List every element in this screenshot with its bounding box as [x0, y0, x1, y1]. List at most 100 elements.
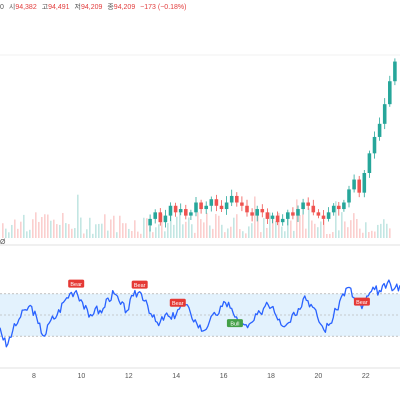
rsi-series-line [0, 279, 400, 348]
volume-bar [137, 231, 139, 238]
candle-body [229, 195, 234, 203]
volume-bar [338, 230, 340, 238]
candle-body [321, 215, 326, 219]
volume-bar [326, 233, 328, 238]
volume-bar [362, 232, 364, 238]
candle-body [173, 205, 178, 213]
volume-bar [77, 194, 79, 238]
candle-body [270, 215, 275, 219]
volume-bar [206, 212, 208, 238]
volume-bar [323, 219, 325, 238]
volume-bar [125, 223, 127, 238]
bear-signal-badge [68, 279, 85, 288]
candle-body [235, 195, 239, 203]
volume-bar [80, 217, 82, 238]
signal-label: Bear [356, 300, 368, 306]
volume-bar [44, 214, 46, 238]
volume-bar [26, 231, 28, 238]
volume-bar [359, 228, 361, 238]
volume-bar [248, 226, 250, 238]
candle-body [352, 179, 356, 190]
candle-body [194, 202, 198, 213]
rsi-settings-icon[interactable]: Ø [0, 239, 6, 246]
volume-bar [113, 215, 115, 238]
volume-bar [266, 227, 268, 238]
volume-bar [182, 224, 184, 238]
volume-bar [269, 212, 271, 238]
volume-bar [329, 233, 331, 238]
time-tick-label: 18 [267, 373, 275, 380]
open-value: 94,382 [15, 4, 37, 11]
volume-bar [35, 212, 37, 238]
candle-body [280, 218, 285, 223]
volume-bar [203, 222, 205, 238]
high-value: 94,491 [48, 4, 70, 11]
volume-bar [347, 227, 349, 238]
volume-bar [11, 224, 13, 238]
volume-bar [239, 229, 241, 238]
volume-bar [350, 220, 352, 238]
candle-body [184, 209, 188, 216]
volume-bar [65, 223, 67, 238]
candle-body [168, 205, 173, 216]
volume-bar [38, 221, 40, 238]
change-value: −173 (−0.18%) [140, 4, 187, 11]
volume-bar [287, 217, 289, 238]
time-tick-label: 20 [315, 373, 323, 380]
volume-bar [116, 232, 118, 238]
volume-bar [263, 218, 265, 238]
volume-bar [104, 214, 106, 238]
candle-body [209, 199, 214, 206]
bear-signal-badge [131, 280, 148, 289]
time-tick-label: 14 [172, 373, 180, 380]
volume-bar [47, 214, 49, 238]
volume-bar [302, 214, 304, 238]
candle-body [311, 205, 316, 213]
time-axis: 8 10 12 14 16 18 20 22 [0, 367, 400, 380]
candle-body [291, 212, 295, 216]
volume-bar [275, 221, 277, 238]
candle-body [301, 202, 305, 210]
bear-signal-badge [169, 298, 186, 307]
volume-bar [290, 220, 292, 238]
volume-bar [209, 225, 211, 238]
candle-body [265, 212, 270, 219]
volume-bar [8, 232, 10, 238]
high-label: 고 [41, 4, 49, 11]
volume-bar [89, 217, 91, 238]
candle-body [342, 202, 346, 210]
volume-bar [110, 219, 112, 238]
candle-body [296, 209, 300, 216]
candle-body [163, 215, 168, 223]
volume-bar [20, 221, 22, 238]
candle-body [382, 104, 387, 124]
volume-bar [179, 212, 181, 238]
candle-body [240, 202, 244, 206]
candle-body [372, 136, 377, 154]
candle-body [148, 218, 152, 226]
volume-bar [227, 228, 229, 238]
signal-label: Bear [134, 283, 146, 289]
volume-bar [158, 224, 160, 238]
volume-bar [272, 216, 274, 238]
candle-body [326, 212, 331, 219]
top-left-glyph: 0 [0, 4, 4, 11]
volume-bar [317, 227, 319, 238]
volume-bar [236, 214, 238, 238]
candle-body [214, 199, 219, 206]
bear-signal-badge [353, 297, 370, 306]
volume-bar [221, 224, 223, 238]
volume-bar [155, 227, 157, 238]
volume-bar [56, 224, 58, 238]
volume-bar [257, 213, 259, 238]
candle-body [178, 209, 183, 213]
candle-body [337, 205, 341, 210]
volume-bar [197, 212, 199, 238]
volume-bar [128, 228, 130, 238]
volume-bar [389, 228, 391, 238]
volume-bar [191, 224, 193, 238]
volume-bar [311, 220, 313, 238]
candle-body [393, 61, 397, 82]
volume-bar [233, 217, 235, 238]
